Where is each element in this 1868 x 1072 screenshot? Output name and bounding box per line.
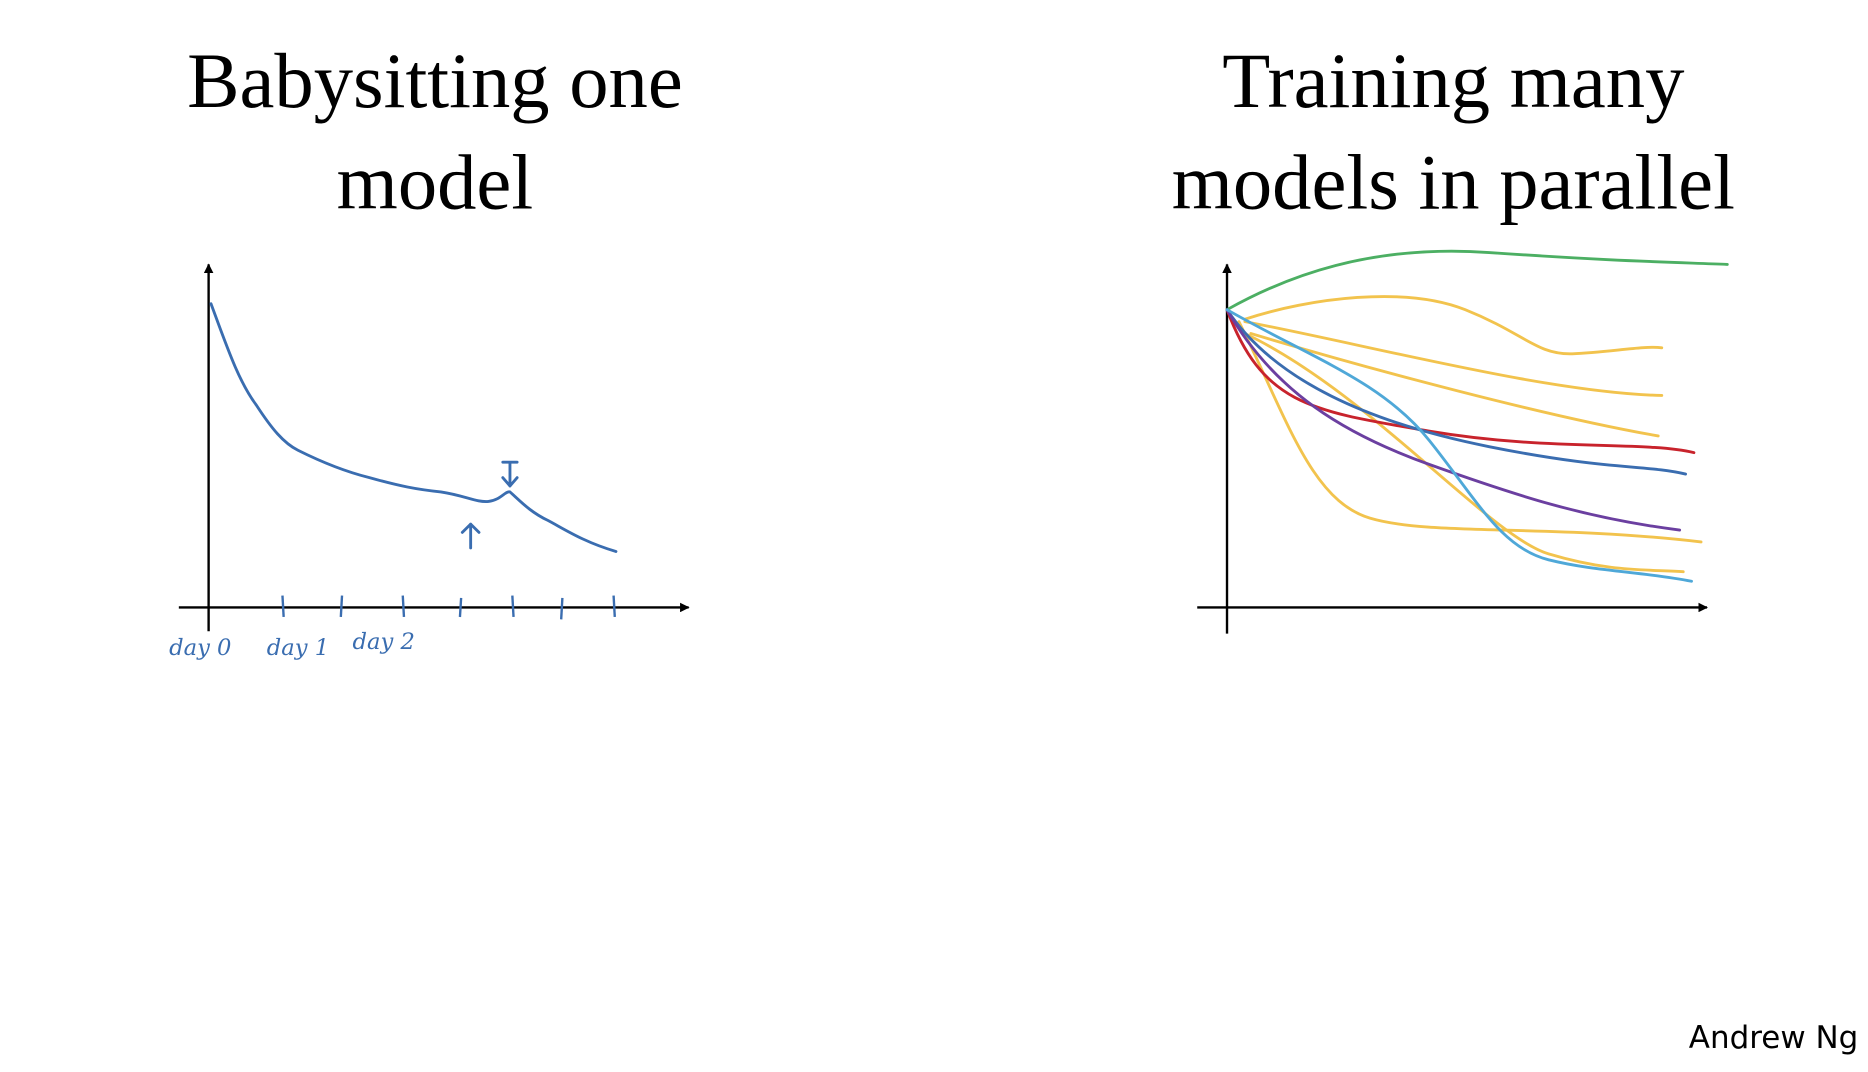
right-title-line: Training many (1222, 38, 1684, 125)
loss-curve (209, 302, 618, 553)
left-title-line: model (337, 139, 533, 226)
right-chart (1197, 249, 1729, 634)
left-title-line: Babysitting one (187, 38, 683, 125)
author: Andrew Ng (1689, 1020, 1859, 1056)
model-curve (1225, 308, 1682, 532)
right-title-line: models in parallel (1172, 139, 1735, 226)
hand-arrow (460, 522, 481, 550)
left-chart: day 0 day 1 day 2 (169, 263, 690, 661)
model-curve (1243, 320, 1664, 397)
model-curve (1225, 249, 1729, 312)
day-label: day 1 (267, 635, 329, 661)
model-curve (1225, 308, 1688, 476)
day-ticks (281, 595, 616, 620)
day-label: day 0 (169, 635, 231, 661)
model-curve (1225, 308, 1693, 583)
model-curve (1237, 320, 1703, 544)
hand-arrow (501, 460, 519, 488)
day-label: day 2 (353, 629, 415, 655)
model-curve (1243, 295, 1664, 356)
model-curve (1243, 332, 1685, 574)
